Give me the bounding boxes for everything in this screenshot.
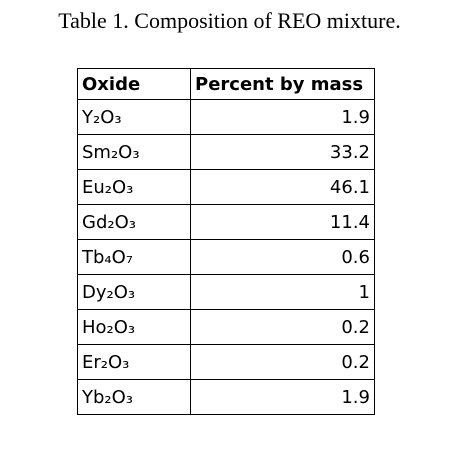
percent-cell: 0.2: [190, 344, 375, 380]
oxide-cell: Er₂O₃: [77, 344, 191, 380]
column-header: Percent by mass: [190, 68, 375, 100]
table-row: Yb₂O₃ 1.9: [77, 379, 375, 415]
oxide-cell: Gd₂O₃: [77, 204, 191, 240]
oxide-cell: Y₂O₃: [77, 99, 191, 135]
table-row: Sm₂O₃ 33.2: [77, 134, 375, 170]
percent-cell: 11.4: [190, 204, 375, 240]
column-header: Oxide: [77, 68, 191, 100]
percent-cell: 1.9: [190, 379, 375, 415]
percent-cell: 1: [190, 274, 375, 310]
oxide-cell: Ho₂O₃: [77, 309, 191, 345]
composition-table: Oxide Percent by mass Y₂O₃ 1.9 Sm₂O₃ 33.2 Eu…: [77, 68, 375, 415]
table-row: Er₂O₃ 0.2: [77, 344, 375, 380]
table-row: Dy₂O₃ 1: [77, 274, 375, 310]
table-row: Y₂O₃ 1.9: [77, 99, 375, 135]
table-row: Eu₂O₃ 46.1: [77, 169, 375, 205]
oxide-cell: Yb₂O₃: [77, 379, 191, 415]
percent-cell: 46.1: [190, 169, 375, 205]
percent-cell: 1.9: [190, 99, 375, 135]
table-title: Table 1. Composition of REO mixture.: [58, 8, 401, 33]
table-row: Gd₂O₃ 11.4: [77, 204, 375, 240]
table-row: Tb₄O₇ 0.6: [77, 239, 375, 275]
oxide-cell: Sm₂O₃: [77, 134, 191, 170]
header-row: Oxide Percent by mass: [77, 68, 375, 100]
percent-cell: 33.2: [190, 134, 375, 170]
percent-cell: 0.2: [190, 309, 375, 345]
oxide-cell: Eu₂O₃: [77, 169, 191, 205]
oxide-cell: Dy₂O₃: [77, 274, 191, 310]
oxide-cell: Tb₄O₇: [77, 239, 191, 275]
percent-cell: 0.6: [190, 239, 375, 275]
table-row: Ho₂O₃ 0.2: [77, 309, 375, 345]
